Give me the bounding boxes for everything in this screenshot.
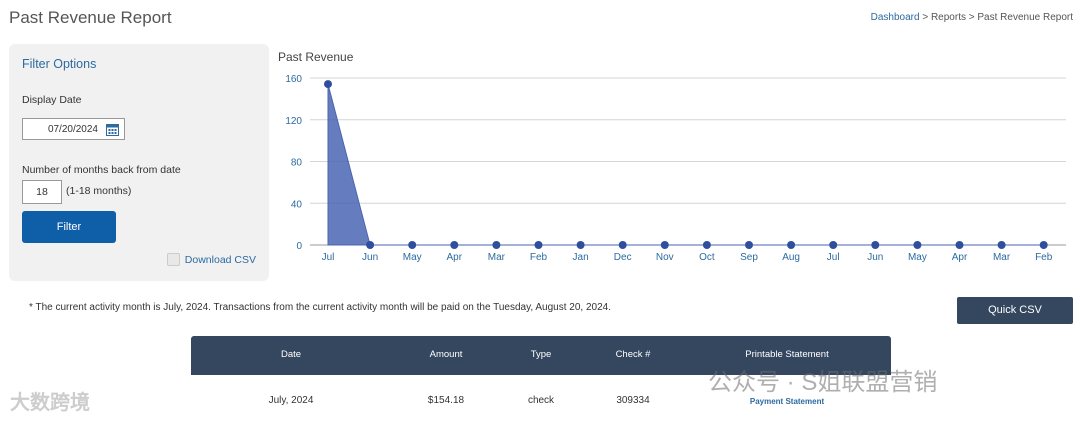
data-point: [913, 241, 922, 249]
x-tick-label: Apr: [952, 252, 968, 263]
y-tick-label: 160: [285, 74, 302, 85]
x-tick-label: Apr: [447, 252, 463, 263]
y-tick-label: 80: [291, 158, 303, 169]
data-point: [534, 241, 543, 249]
revenue-area: [327, 83, 1044, 246]
column-header-type: Type: [530, 349, 552, 360]
y-tick-label: 0: [296, 241, 302, 252]
data-point: [408, 241, 417, 249]
months-range-hint: (1-18 months): [66, 185, 132, 197]
chart-title: Past Revenue: [278, 50, 354, 64]
page-title: Past Revenue Report: [9, 8, 172, 27]
breadcrumb: Dashboard > Reports > Past Revenue Repor…: [871, 12, 1073, 23]
data-point: [871, 241, 880, 249]
data-point: [660, 241, 669, 249]
filter-title: Filter Options: [22, 57, 97, 71]
x-tick-label: Jun: [362, 252, 378, 263]
data-point: [618, 241, 627, 249]
data-point: [745, 241, 753, 249]
data-point: [829, 241, 838, 249]
data-point: [450, 241, 459, 249]
x-tick-label: Nov: [656, 252, 674, 263]
x-tick-label: Jul: [827, 252, 840, 263]
x-tick-label: Dec: [614, 252, 632, 263]
x-tick-label: Jun: [867, 252, 883, 263]
breadcrumb-separator: >: [965, 12, 978, 23]
column-header-date: Date: [280, 349, 302, 360]
breadcrumb-current: Past Revenue Report: [977, 12, 1073, 23]
x-tick-label: Feb: [1035, 252, 1053, 263]
download-csv-checkbox[interactable]: [166, 253, 180, 266]
data-point: [576, 241, 585, 249]
download-csv-label[interactable]: Download CSV: [184, 253, 256, 266]
column-header-amount: Amount: [429, 349, 463, 360]
breadcrumb-reports[interactable]: Reports: [930, 12, 966, 23]
watermark-right: 公众号 · S姐联盟营销: [708, 369, 938, 396]
column-header-check: Check #: [615, 349, 651, 360]
months-back-label: Number of months back from date: [22, 164, 181, 176]
x-tick-label: Mar: [993, 252, 1011, 263]
x-tick-label: Jan: [573, 252, 589, 263]
data-point: [492, 241, 501, 249]
months-back-input[interactable]: 18: [22, 180, 62, 204]
display-date-input[interactable]: 07/20/2024: [22, 118, 125, 140]
filter-button[interactable]: Filter: [22, 211, 116, 243]
cell-type: check: [527, 395, 555, 406]
x-tick-label: Jul: [322, 252, 335, 263]
x-tick-label: Feb: [530, 252, 548, 263]
column-header-statement: Printable Statement: [745, 349, 829, 360]
x-tick-label: May: [908, 252, 927, 263]
x-tick-label: May: [403, 252, 422, 263]
data-point: [787, 241, 796, 249]
y-tick-label: 40: [291, 199, 303, 210]
breadcrumb-dashboard-link[interactable]: Dashboard: [870, 12, 920, 23]
x-tick-label: Aug: [782, 252, 800, 263]
breadcrumb-separator: >: [919, 12, 931, 23]
data-point: [955, 241, 964, 249]
watermark-left: 大数跨境: [10, 392, 90, 414]
activity-note: * The current activity month is July, 20…: [29, 302, 611, 313]
cell-amount: $154.18: [427, 395, 465, 406]
data-point: [324, 80, 332, 89]
calendar-icon[interactable]: [106, 123, 119, 136]
y-tick-label: 120: [285, 116, 302, 127]
payment-statement-link[interactable]: Payment Statement: [749, 397, 825, 406]
x-tick-label: Sep: [740, 252, 758, 263]
data-point: [997, 241, 1006, 249]
download-csv-option[interactable]: Download CSV: [166, 253, 256, 266]
revenue-chart: 0 40 80 120 160 Jul Jun May Apr Mar Feb Jan Dec Nov Oc…: [285, 74, 1066, 263]
x-tick-label: Oct: [699, 252, 715, 263]
display-date-label: Display Date: [22, 94, 82, 106]
data-point: [702, 241, 711, 249]
display-date-value: 07/20/2024: [47, 124, 98, 135]
data-point: [366, 241, 375, 249]
filter-panel: Filter Options Display Date 07/20/2024 N…: [9, 44, 269, 281]
data-point: [1039, 241, 1048, 249]
cell-date: July, 2024: [268, 395, 314, 406]
x-tick-label: Mar: [488, 252, 506, 263]
table-header: Date Amount Type Check # Printable State…: [191, 336, 891, 375]
quick-csv-button[interactable]: Quick CSV: [957, 297, 1073, 324]
cell-check-number: 309334: [616, 395, 650, 406]
